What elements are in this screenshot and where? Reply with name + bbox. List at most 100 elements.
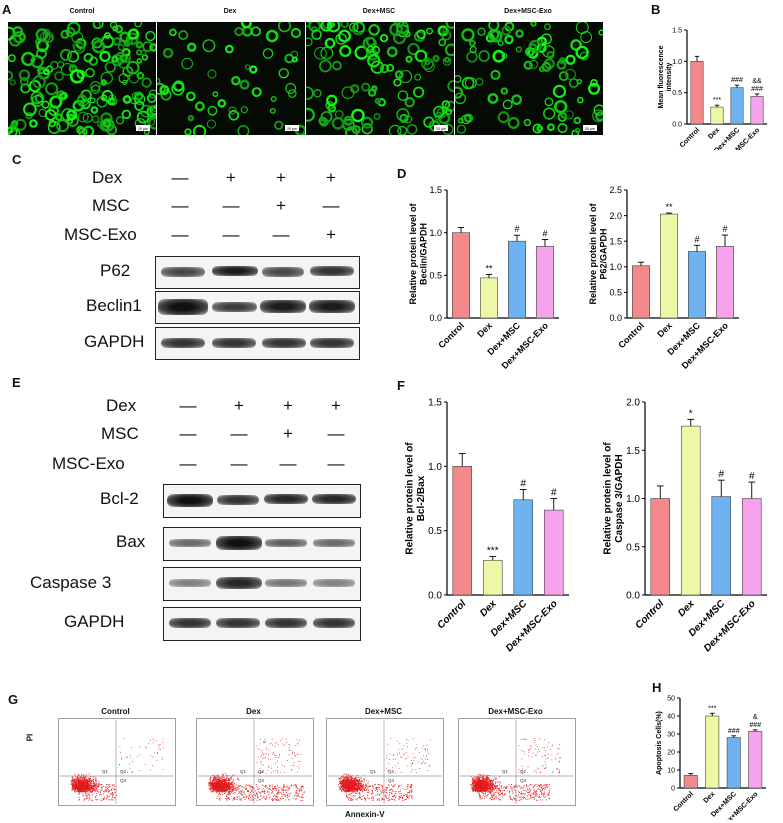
flow-dot bbox=[347, 780, 349, 782]
flow-dot bbox=[85, 791, 87, 793]
cell-mark bbox=[36, 48, 47, 59]
flow-dot bbox=[77, 777, 79, 779]
bar bbox=[711, 496, 732, 596]
flow-dot bbox=[73, 782, 75, 783]
flow-dot bbox=[82, 788, 84, 790]
flow-dot bbox=[76, 784, 78, 786]
cell-mark bbox=[319, 59, 332, 73]
flow-dot bbox=[353, 787, 355, 789]
flow-dot bbox=[366, 789, 368, 790]
flow-dot bbox=[225, 786, 227, 788]
flow-dot bbox=[351, 786, 353, 788]
flow-dot bbox=[92, 781, 94, 783]
flow-dot bbox=[83, 790, 84, 792]
flow-dot bbox=[275, 755, 277, 756]
flow-dot bbox=[347, 778, 349, 780]
flow-dot bbox=[340, 788, 342, 790]
cell-mark bbox=[497, 40, 504, 47]
flow-dot bbox=[422, 745, 424, 747]
quadrant-label: Q4 bbox=[258, 778, 265, 783]
flow-dot bbox=[90, 782, 92, 784]
flow-dot bbox=[86, 797, 88, 799]
flow-dot bbox=[389, 753, 391, 755]
flow-dot bbox=[87, 784, 88, 786]
wb-e-sign: + bbox=[283, 396, 293, 415]
flow-dot bbox=[221, 782, 223, 783]
cell-mark bbox=[134, 22, 142, 28]
flow-dot bbox=[101, 787, 103, 789]
flow-dot bbox=[270, 742, 272, 744]
flow-dot bbox=[491, 781, 493, 782]
cell-mark bbox=[149, 43, 156, 52]
flow-dot bbox=[222, 785, 224, 786]
flow-dot bbox=[427, 770, 428, 771]
flow-dot bbox=[79, 791, 81, 793]
cell-mark bbox=[560, 112, 567, 119]
flow-dot bbox=[79, 788, 81, 789]
flow-dot bbox=[425, 749, 426, 751]
cell-mark bbox=[574, 127, 581, 134]
flow-dot bbox=[367, 791, 369, 793]
x-tick-label: Dex bbox=[676, 598, 697, 619]
flow-dot bbox=[222, 783, 224, 785]
flow-dot bbox=[218, 780, 220, 782]
flow-dot bbox=[75, 787, 77, 789]
flow-dot bbox=[85, 780, 87, 782]
cell-mark bbox=[8, 70, 14, 81]
flow-dot bbox=[229, 786, 231, 788]
flow-dot bbox=[79, 782, 81, 784]
flow-dot bbox=[345, 784, 347, 786]
flow-dot bbox=[73, 787, 75, 789]
flow-dot bbox=[244, 793, 246, 795]
flow-dot bbox=[349, 799, 351, 801]
flow-dot bbox=[86, 790, 88, 791]
flow-dot bbox=[74, 790, 75, 792]
flow-dot bbox=[220, 790, 222, 792]
flow-dot bbox=[367, 794, 369, 796]
y-tick-label: 1.5 bbox=[626, 446, 640, 457]
flow-dot bbox=[88, 794, 90, 796]
flow-dot bbox=[257, 756, 259, 758]
flow-dot bbox=[226, 785, 228, 787]
cell-mark bbox=[320, 46, 334, 60]
flow-dot bbox=[425, 748, 426, 750]
flow-dot bbox=[405, 798, 406, 800]
flow-dot bbox=[224, 784, 226, 786]
x-tick-label: Control bbox=[633, 598, 666, 631]
flow-dot bbox=[95, 782, 97, 784]
flow-dot bbox=[72, 782, 74, 784]
flow-dot bbox=[296, 798, 298, 800]
flow-dot bbox=[224, 779, 226, 781]
flow-dot bbox=[286, 797, 288, 798]
flow-dot bbox=[75, 778, 77, 780]
flow-dot bbox=[89, 776, 91, 777]
flow-dot bbox=[273, 788, 275, 790]
flow-dot bbox=[231, 791, 233, 793]
flow-dot bbox=[348, 785, 349, 787]
flow-dot bbox=[371, 785, 373, 787]
flow-dot bbox=[72, 784, 74, 786]
flow-dot bbox=[209, 789, 211, 791]
flow-dot bbox=[243, 791, 245, 793]
flow-dot bbox=[348, 780, 350, 782]
flow-dot bbox=[386, 787, 388, 789]
flow-dot bbox=[344, 782, 346, 784]
flow-dot bbox=[411, 797, 413, 799]
flow-dot bbox=[369, 786, 370, 787]
cell-mark bbox=[185, 91, 196, 102]
flow-dot bbox=[93, 779, 95, 780]
flow-dot bbox=[341, 781, 343, 783]
flow-dot bbox=[71, 788, 73, 790]
bar bbox=[452, 232, 470, 319]
flow-dot bbox=[376, 793, 378, 795]
flow-dot bbox=[234, 785, 236, 787]
flow-dot bbox=[394, 793, 396, 794]
flow-dot bbox=[356, 780, 358, 782]
cell-mark bbox=[54, 71, 64, 81]
cell-mark bbox=[461, 76, 475, 90]
blot-band bbox=[310, 338, 354, 348]
flow-dot bbox=[79, 777, 81, 779]
flow-dot bbox=[302, 785, 303, 787]
flow-dot bbox=[282, 738, 284, 740]
cell-mark bbox=[100, 79, 108, 86]
